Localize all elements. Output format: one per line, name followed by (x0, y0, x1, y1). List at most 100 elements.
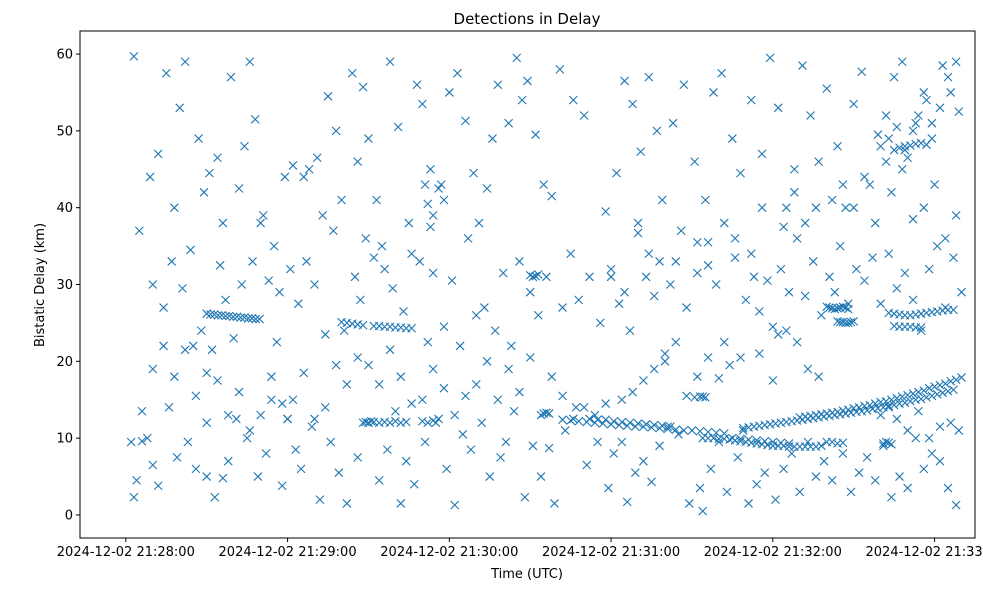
data-point (558, 391, 567, 401)
data-point (730, 253, 740, 262)
data-point (957, 373, 966, 382)
data-point (202, 472, 212, 481)
data-point (417, 416, 427, 426)
data-point (862, 452, 872, 462)
data-point (733, 452, 743, 462)
data-point (207, 345, 217, 355)
data-point (682, 303, 691, 312)
data-point (779, 464, 788, 474)
data-point (272, 337, 282, 347)
data-point (159, 341, 168, 351)
data-point (224, 311, 234, 321)
data-point (210, 492, 220, 502)
data-point (541, 272, 551, 282)
data-point (215, 260, 225, 270)
data-point (900, 145, 910, 155)
data-point (536, 472, 546, 481)
data-point (391, 416, 400, 426)
data-point (601, 399, 611, 408)
data-point (612, 168, 621, 178)
data-point (852, 264, 861, 274)
data-point (188, 341, 198, 351)
data-point (213, 376, 222, 385)
data-point (399, 307, 408, 316)
data-point (277, 481, 287, 491)
data-point (285, 264, 295, 274)
data-point (889, 72, 899, 82)
data-point (493, 395, 503, 405)
data-point (315, 495, 325, 504)
data-point (943, 72, 953, 82)
data-point (949, 253, 958, 262)
data-point (946, 88, 956, 97)
data-point (223, 456, 233, 466)
data-point (846, 487, 856, 497)
data-point (636, 147, 646, 156)
data-point (692, 372, 702, 382)
data-point (434, 184, 443, 193)
data-point (585, 414, 594, 424)
x-tick-label: 2024-12-02 21:29:00 (219, 545, 357, 560)
data-point (471, 379, 481, 389)
data-point (935, 380, 945, 390)
data-point (625, 326, 635, 335)
data-point (768, 322, 778, 332)
data-point (372, 195, 381, 205)
data-point (935, 456, 945, 466)
data-point (423, 418, 433, 428)
data-point (684, 499, 694, 508)
data-point (202, 368, 212, 378)
data-point (293, 299, 303, 309)
data-point (870, 399, 880, 408)
data-point (943, 483, 953, 493)
data-point (825, 303, 834, 312)
data-point (299, 172, 309, 182)
scatter-points (126, 51, 966, 516)
data-point (145, 172, 155, 182)
data-point (385, 57, 395, 67)
data-point (674, 429, 683, 439)
data-point (903, 153, 912, 163)
data-point (701, 195, 710, 205)
data-point (178, 283, 187, 293)
data-point (541, 408, 551, 418)
data-point (949, 305, 958, 315)
data-point (180, 345, 190, 355)
data-point (784, 287, 794, 297)
x-tick-label: 2024-12-02 21:32:00 (704, 545, 842, 560)
data-point (757, 149, 767, 159)
data-point (191, 464, 201, 474)
data-point (641, 272, 651, 282)
data-point (690, 157, 700, 166)
data-point (727, 433, 737, 443)
data-point (897, 57, 907, 67)
data-point (620, 76, 629, 86)
data-point (649, 291, 659, 301)
data-point (248, 257, 257, 266)
data-point (310, 414, 319, 424)
data-point (463, 234, 473, 243)
data-point (789, 164, 799, 174)
data-point (374, 476, 384, 485)
data-point (679, 80, 689, 90)
data-point (213, 310, 223, 320)
data-point (892, 414, 902, 424)
data-point (779, 222, 788, 232)
data-point (887, 395, 896, 405)
data-point (498, 268, 508, 278)
data-point (795, 487, 805, 497)
data-point (331, 126, 341, 136)
data-point (628, 387, 638, 397)
data-point (256, 218, 266, 228)
data-point (493, 80, 503, 90)
data-point (304, 164, 314, 174)
data-point (428, 210, 438, 220)
data-point (288, 161, 298, 170)
data-point (391, 406, 400, 416)
data-point (302, 257, 311, 266)
data-point (169, 203, 179, 213)
data-point (353, 157, 363, 166)
data-point (223, 410, 233, 420)
data-point (347, 68, 357, 78)
y-tick-label: 20 (56, 355, 73, 370)
